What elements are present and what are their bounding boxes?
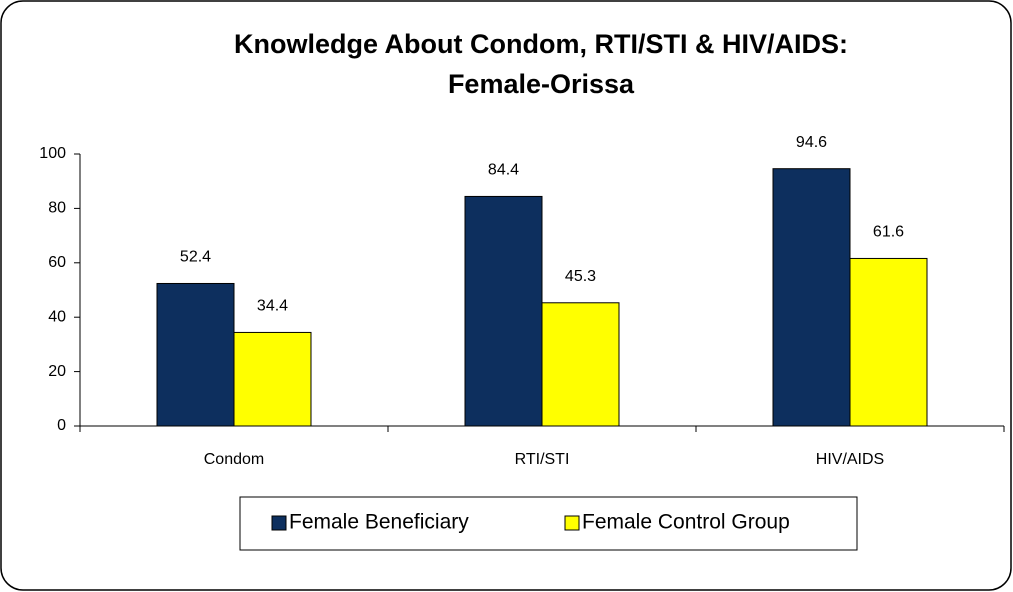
legend-label: Female Control Group xyxy=(582,511,790,534)
data-label: 45.3 xyxy=(565,268,596,285)
bar xyxy=(772,168,851,427)
bar xyxy=(464,195,543,427)
x-tick-label: Condom xyxy=(204,451,264,468)
y-tick-label: 40 xyxy=(48,308,66,325)
data-label: 52.4 xyxy=(180,249,211,266)
data-label: 94.6 xyxy=(796,134,827,151)
y-tick-label: 20 xyxy=(48,363,66,380)
data-label: 34.4 xyxy=(257,298,288,315)
bar xyxy=(233,331,312,427)
legend-swatch xyxy=(271,515,287,531)
y-tick-label: 100 xyxy=(39,145,66,162)
legend-box xyxy=(239,496,858,551)
bar xyxy=(541,302,620,427)
data-label: 84.4 xyxy=(488,162,519,179)
bar xyxy=(156,282,235,427)
x-tick-label: RTI/STI xyxy=(515,451,570,468)
x-tick-label: HIV/AIDS xyxy=(816,451,884,468)
legend-swatch xyxy=(564,515,580,531)
data-label: 61.6 xyxy=(873,224,904,241)
y-tick-label: 80 xyxy=(48,200,66,217)
y-tick-label: 60 xyxy=(48,254,66,271)
bar xyxy=(849,257,928,427)
legend-label: Female Beneficiary xyxy=(289,511,469,534)
chart-title: Female-Orissa xyxy=(448,69,635,99)
y-tick-label: 0 xyxy=(57,417,66,434)
chart-title: Knowledge About Condom, RTI/STI & HIV/AI… xyxy=(234,29,848,59)
